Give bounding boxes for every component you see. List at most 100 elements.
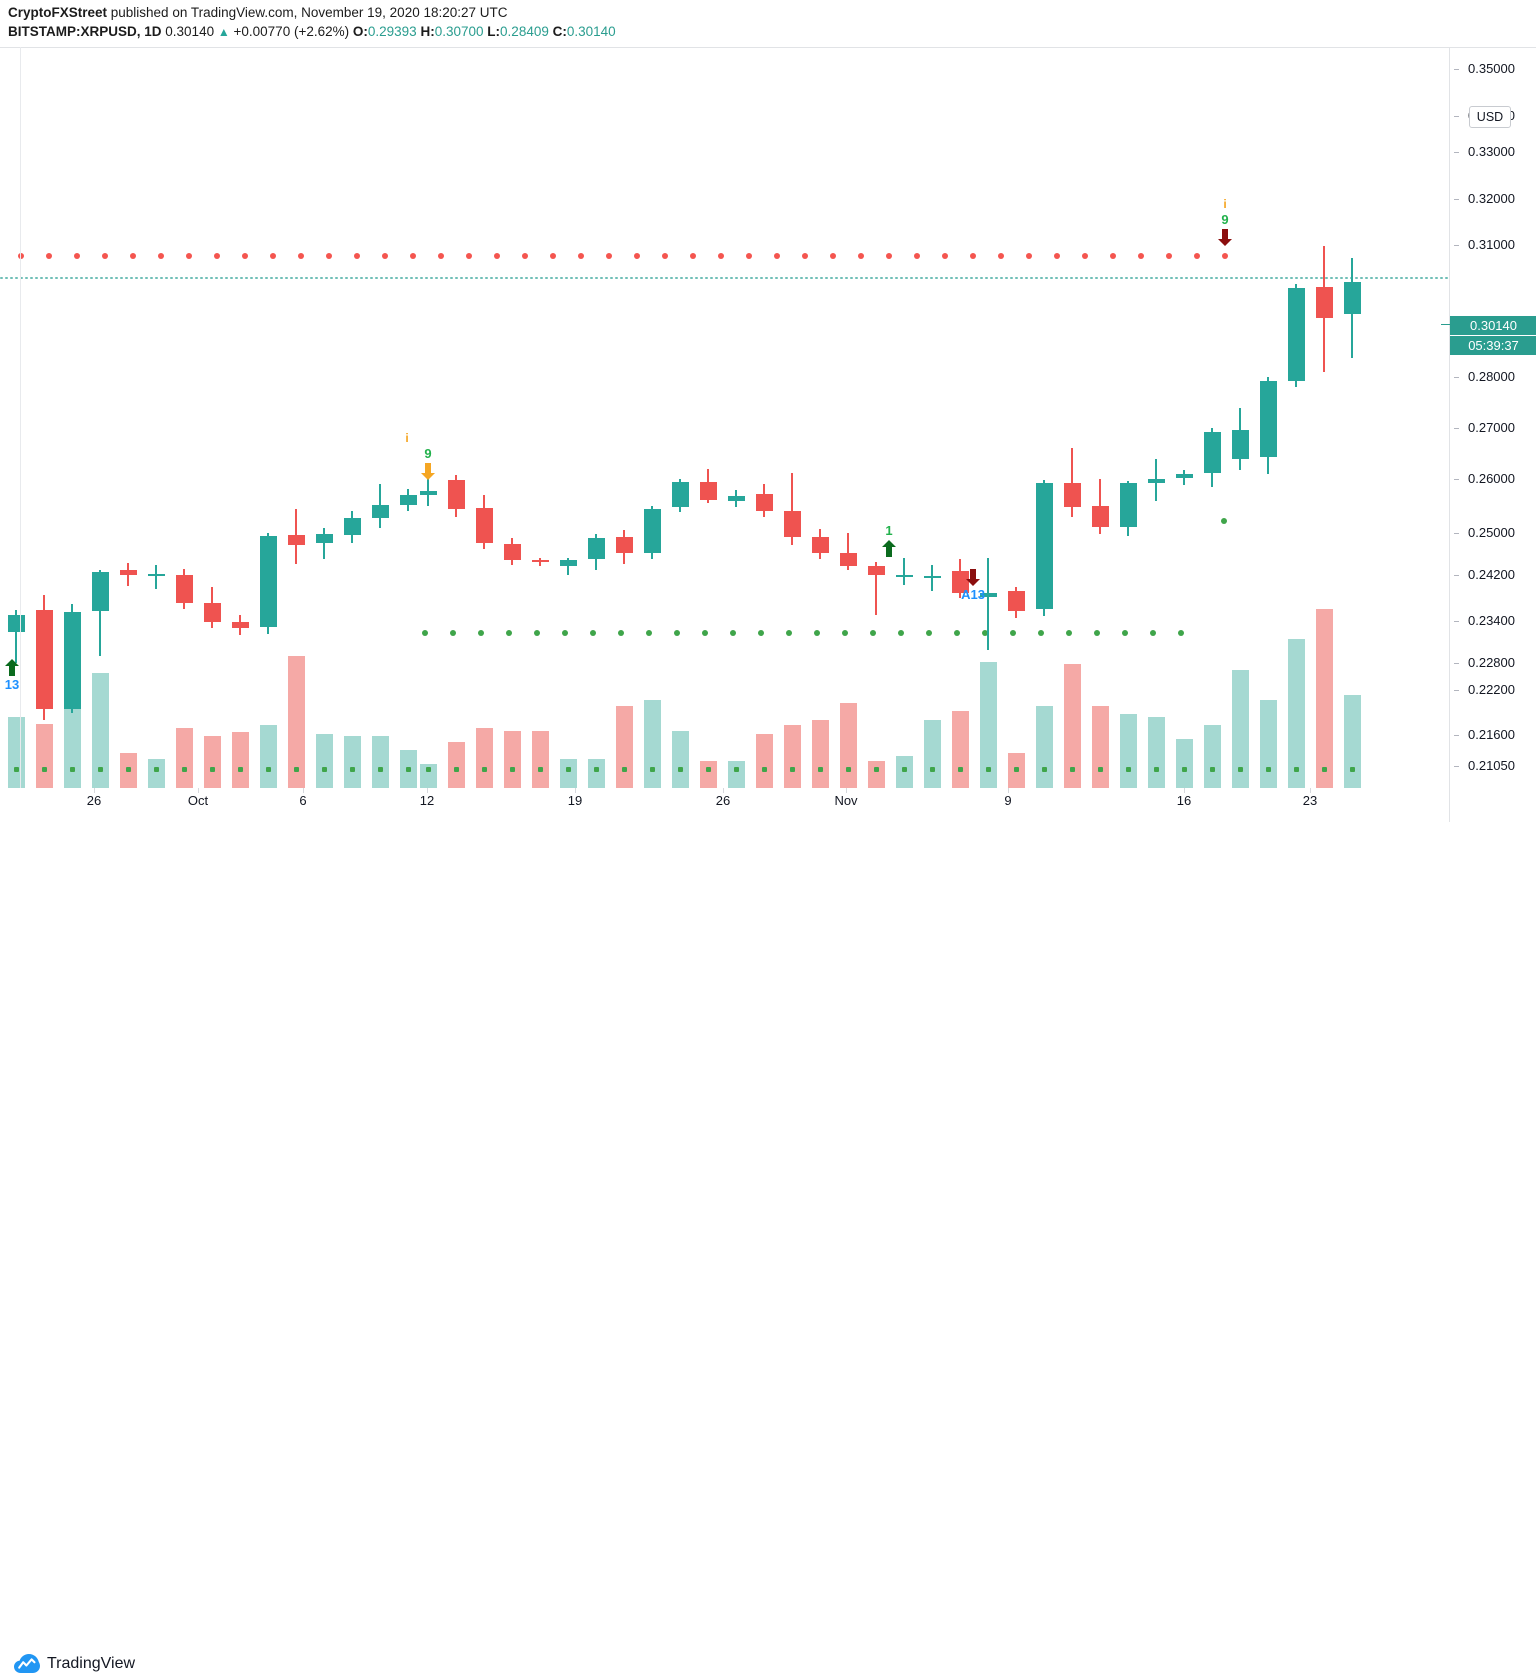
tradingview-logo[interactable]: TradingView: [14, 1654, 135, 1674]
volume-bar: [315, 733, 333, 789]
current-price-line-segment: [35, 277, 38, 279]
current-price-line-segment: [145, 277, 148, 279]
last-price: 0.30140: [165, 24, 215, 39]
current-price-line-segment: [1370, 277, 1373, 279]
volume-indicator-dot: [733, 767, 739, 772]
current-price-line-segment: [510, 277, 513, 279]
resistance-level-dot: [1222, 253, 1228, 259]
price-axis-label: 0.31000: [1468, 237, 1515, 252]
current-price-line-segment: [205, 277, 208, 279]
volume-indicator-dot: [453, 767, 459, 772]
current-price-line-segment: [770, 277, 773, 279]
time-axis[interactable]: 26 Oct 6 12 19 26 Nov 9 16 23: [0, 788, 1449, 823]
volume-bar: [35, 723, 53, 789]
support-level-dot: [506, 630, 512, 636]
candle-body: [727, 496, 745, 501]
change-direction-icon: ▲: [217, 25, 230, 39]
current-price-line-segment: [670, 277, 673, 279]
current-price-line-segment: [1310, 277, 1313, 279]
volume-bar: [1063, 664, 1081, 789]
volume-indicator-dot: [209, 767, 215, 772]
price-tick-mark: [1454, 533, 1459, 534]
current-price-line-segment: [625, 277, 628, 279]
current-price-line-segment: [1260, 277, 1263, 279]
volume-indicator-dot: [789, 767, 795, 772]
current-price-line-segment: [1290, 277, 1293, 279]
current-price-line-segment: [450, 277, 453, 279]
current-price-line-segment: [215, 277, 218, 279]
current-price-line-segment: [300, 277, 303, 279]
volume-indicator-dot: [957, 767, 963, 772]
current-price-line-segment: [400, 277, 403, 279]
price-axis-label: 0.23400: [1468, 613, 1515, 628]
current-price-line-segment: [920, 277, 923, 279]
resistance-level-dot: [998, 253, 1004, 259]
current-price-line-segment: [85, 277, 88, 279]
volume-indicator-dot: [237, 767, 243, 772]
current-price-line-segment: [1240, 277, 1243, 279]
td-countdown-13-left: 13: [4, 677, 20, 692]
resistance-level-dot: [634, 253, 640, 259]
current-price-line-segment: [295, 277, 298, 279]
volume-bar: [7, 717, 25, 789]
current-price-line-segment: [675, 277, 678, 279]
price-chart-canvas[interactable]: 13 i 9 1 A13 i 9: [0, 47, 1449, 790]
volume-indicator-dot: [705, 767, 711, 772]
candle-body: [503, 543, 521, 561]
plot-left-edge: [20, 47, 21, 788]
support-level-dot: [786, 630, 792, 636]
current-price-line-segment: [475, 277, 478, 279]
volume-indicator-dot: [985, 767, 991, 772]
current-price-line-segment: [1030, 277, 1033, 279]
current-price-line-segment: [750, 277, 753, 279]
price-tick-mark: [1454, 479, 1459, 480]
candle-wick: [847, 533, 849, 570]
current-price-line-segment: [1425, 277, 1428, 279]
volume-indicator-dot: [1013, 767, 1019, 772]
support-level-dot: [898, 630, 904, 636]
candle-body: [979, 593, 997, 597]
volume-indicator-dot: [321, 767, 327, 772]
current-price-line-segment: [280, 277, 283, 279]
current-price-line-segment: [1105, 277, 1108, 279]
current-price-line-segment: [595, 277, 598, 279]
price-axis-label: 0.32000: [1468, 191, 1515, 206]
current-price-line-segment: [1000, 277, 1003, 279]
current-price-line-segment: [460, 277, 463, 279]
current-price-line-segment: [540, 277, 543, 279]
price-axis-label: 0.28000: [1468, 369, 1515, 384]
bar-countdown-badge: 05:39:37: [1450, 336, 1536, 355]
price-axis-label: 0.22800: [1468, 655, 1515, 670]
volume-bar: [447, 741, 465, 789]
candle-body: [671, 481, 689, 508]
open-value: 0.29393: [367, 24, 417, 39]
volume-bar: [587, 758, 605, 789]
current-price-line-segment: [60, 277, 63, 279]
current-price-line-segment: [1220, 277, 1223, 279]
current-price-line-segment: [1025, 277, 1028, 279]
symbol-label[interactable]: BITSTAMP:XRPUSD, 1D: [8, 24, 162, 39]
candle-body: [203, 602, 221, 623]
current-price-line-segment: [1085, 277, 1088, 279]
current-price-line-segment: [765, 277, 768, 279]
resistance-level-dot: [494, 253, 500, 259]
volume-indicator-dot: [1069, 767, 1075, 772]
time-tick-mark: [1184, 788, 1185, 793]
current-price-line-segment: [725, 277, 728, 279]
td-buy-arrow-mid: [881, 540, 897, 562]
volume-bar: [951, 711, 969, 789]
volume-bar: [643, 700, 661, 789]
tradingview-logo-text: TradingView: [47, 1655, 136, 1672]
resistance-level-dot: [690, 253, 696, 259]
current-price-line-segment: [590, 277, 593, 279]
volume-indicator-dot: [593, 767, 599, 772]
price-axis[interactable]: 0.350000.340000.330000.320000.310000.290…: [1441, 47, 1536, 790]
current-price-line-segment: [90, 277, 93, 279]
candle-body: [1287, 288, 1305, 382]
current-price-line-segment: [695, 277, 698, 279]
current-price-line-segment: [530, 277, 533, 279]
current-price-line-segment: [285, 277, 288, 279]
candle-body: [475, 508, 493, 544]
currency-badge[interactable]: USD: [1469, 106, 1511, 128]
current-price-line-segment: [275, 277, 278, 279]
